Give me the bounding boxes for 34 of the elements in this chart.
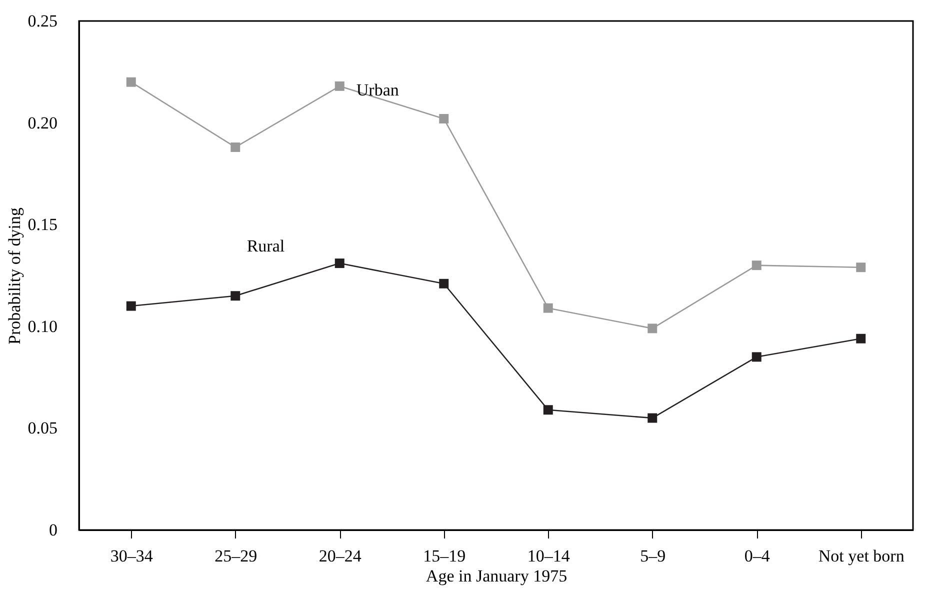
x-tick-label: Not yet born: [818, 546, 905, 566]
point: [439, 278, 449, 288]
point: [856, 334, 866, 344]
x-tick-label: 30–34: [110, 546, 154, 566]
series-label: Rural: [246, 236, 285, 256]
point: [648, 413, 658, 423]
point: [856, 262, 866, 272]
point: [230, 142, 240, 152]
x-axis-title: Age in January 1975: [426, 566, 568, 586]
point: [648, 324, 658, 334]
point: [230, 291, 240, 301]
y-tick-label: 0.10: [28, 316, 58, 336]
y-axis-title: Probability of dying: [4, 207, 24, 344]
y-tick-label: 0.25: [28, 12, 58, 30]
point: [543, 303, 553, 313]
x-tick-label: 0–4: [744, 546, 770, 566]
point: [752, 260, 762, 270]
y-tick-label: 0: [49, 520, 58, 540]
x-tick-label: 15–19: [423, 546, 466, 566]
point: [126, 301, 136, 311]
point: [543, 405, 553, 415]
x-tick-label: 5–9: [640, 546, 666, 566]
x-tick-label: 10–14: [527, 546, 570, 566]
x-tick-label: 25–29: [214, 546, 258, 566]
point: [752, 352, 762, 362]
point: [334, 258, 344, 268]
y-tick-label: 0.05: [28, 418, 58, 438]
y-tick-label: 0.20: [28, 113, 58, 132]
point: [439, 114, 449, 124]
y-tick-label: 0.15: [28, 215, 58, 234]
series-label: Urban: [356, 80, 400, 100]
point: [334, 81, 344, 91]
point: [126, 77, 136, 87]
x-tick-label: 20–24: [318, 546, 362, 566]
